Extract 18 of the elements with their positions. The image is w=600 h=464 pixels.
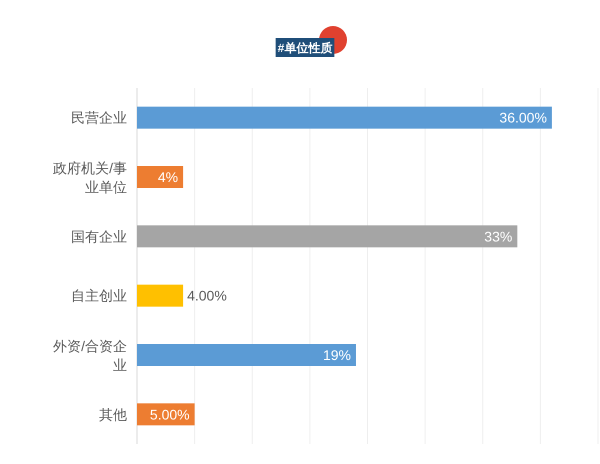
bar (137, 344, 356, 366)
chart-title: #单位性质 (278, 41, 332, 55)
bar (137, 166, 184, 188)
bar (137, 284, 184, 307)
y-tick-label: 自主创业 (71, 288, 127, 304)
bar (137, 106, 552, 129)
data-label: 5.00% (150, 406, 190, 422)
data-label: 4% (158, 169, 178, 185)
data-label: 33% (484, 228, 512, 244)
y-tick-label: 民营企业 (71, 110, 127, 126)
y-tick-label: 其他 (99, 406, 127, 422)
data-label: 36.00% (499, 110, 547, 126)
y-tick-label: 国有企业 (71, 228, 127, 244)
bar (137, 225, 518, 248)
y-tick-label: 政府机关/事业单位 (53, 160, 127, 195)
y-tick-label: 外资/合资企业 (53, 338, 127, 373)
data-label: 19% (322, 347, 351, 363)
data-label: 4.00% (187, 288, 227, 304)
